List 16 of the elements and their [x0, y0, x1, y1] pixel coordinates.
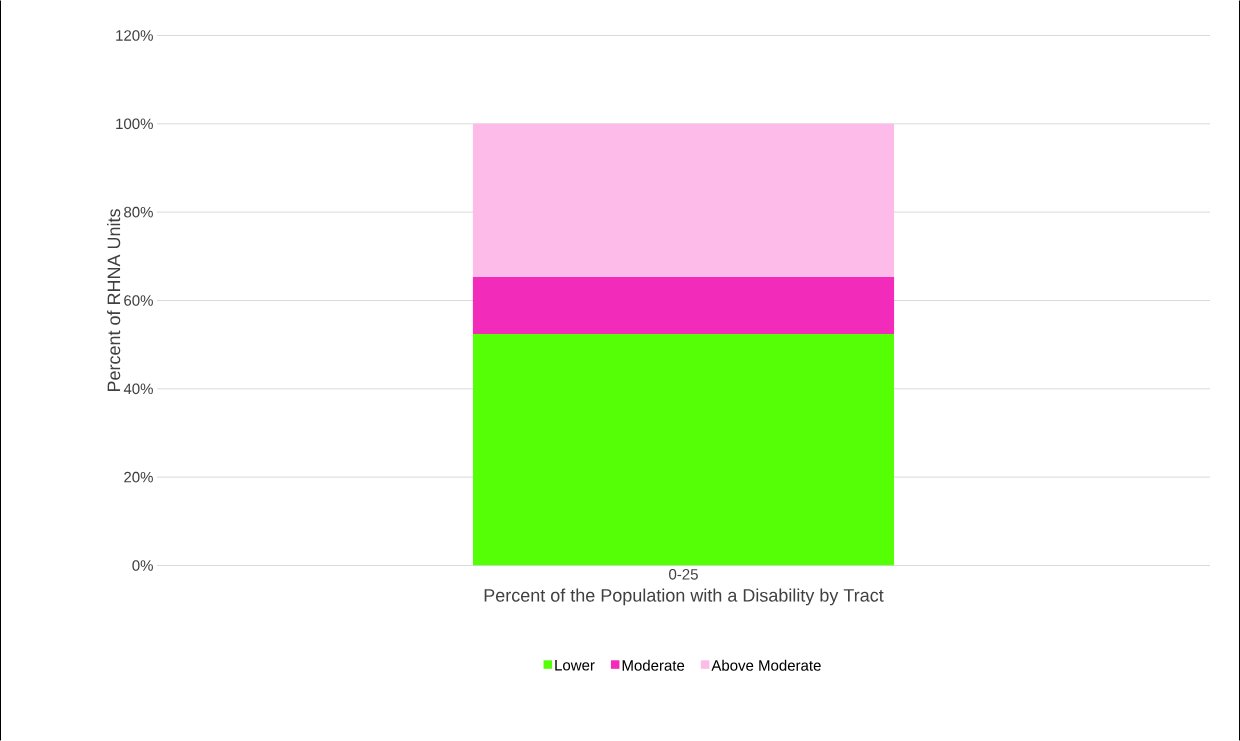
y-tick-label: 80%	[124, 206, 153, 218]
bar	[472, 123, 895, 278]
x-axis-title: Percent of the Population with a Disability by Tract	[484, 588, 884, 606]
y-tick-label: 100%	[116, 118, 153, 130]
y-tick-label: 40%	[123, 383, 153, 395]
x-tick-label: 0-25	[669, 569, 698, 580]
y-tick-label: 120%	[116, 30, 153, 41]
legend-label: Above Moderate	[711, 659, 821, 671]
legend-label: Lower	[555, 660, 595, 671]
legend-label: Moderate	[622, 659, 685, 671]
y-tick-label: 0%	[132, 560, 153, 571]
bar	[472, 334, 895, 566]
y-axis-title: Percent of RHNA Units	[107, 209, 121, 392]
bar	[472, 277, 895, 335]
y-tick-label: 60%	[124, 295, 153, 306]
y-tick-label: 20%	[124, 471, 153, 483]
